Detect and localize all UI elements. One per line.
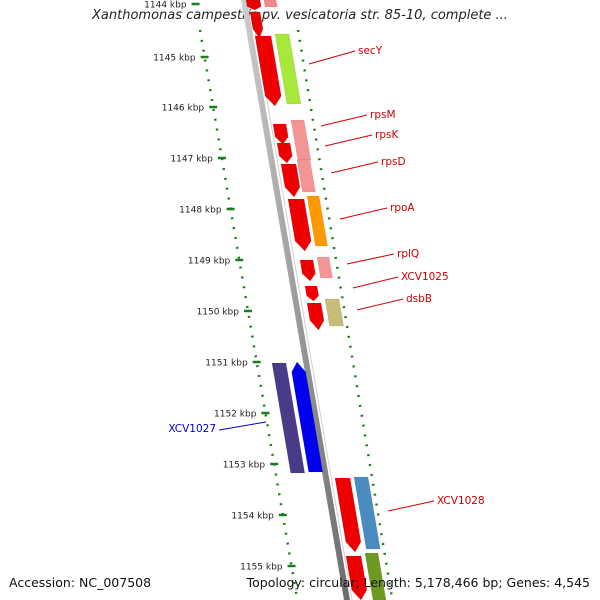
gene-arrow-rpsm[interactable]	[272, 123, 289, 145]
gene-arrow-xcv1025[interactable]	[304, 285, 319, 302]
gene-arrow-secy-red[interactable]	[254, 35, 282, 107]
ruler-tick-label: 1145 kbp	[153, 54, 196, 64]
ruler-tick-label: 1151 kbp	[205, 359, 248, 369]
ruler-tick-label: 1153 kbp	[223, 461, 266, 471]
gene-label-leader	[346, 253, 395, 265]
gene-label[interactable]: XCV1027	[168, 423, 216, 435]
ruler-tick-label: 1144 kbp	[144, 1, 187, 11]
backbone-bar	[241, 0, 350, 600]
gene-arrow-xcv1027-blue[interactable]	[291, 361, 324, 473]
ruler-tick-label: 1146 kbp	[162, 104, 205, 114]
ruler-tick-label: 1154 kbp	[231, 512, 274, 522]
gene-arrow-small[interactable]	[249, 11, 264, 39]
gene-block-rplq[interactable]	[316, 256, 333, 279]
gene-label[interactable]: rpsM	[370, 109, 396, 121]
gene-block-partial-top[interactable]	[263, 0, 278, 8]
gene-arrow-dsbb-red[interactable]	[306, 302, 325, 331]
gene-label-leader	[330, 161, 379, 174]
gene-arrow-rpsd[interactable]	[280, 163, 301, 198]
gene-label[interactable]: rpoA	[390, 202, 415, 214]
gene-label[interactable]: rplQ	[397, 248, 419, 260]
gene-block-rpoa[interactable]	[306, 195, 328, 247]
gene-label-leader	[308, 50, 356, 65]
gene-label-leader	[324, 134, 373, 147]
gene-block-partial-bottom[interactable]	[364, 552, 387, 600]
accession-label: Accession: NC_007508	[9, 575, 152, 590]
gene-arrow-partial-bottom[interactable]	[345, 555, 368, 600]
ruler-tick-label: 1155 kbp	[240, 563, 283, 573]
gene-label[interactable]: XCV1025	[401, 271, 449, 283]
gene-label-leader	[387, 500, 435, 512]
gene-label-leader	[339, 207, 388, 220]
gene-label-leader	[218, 421, 267, 431]
ruler-tick-label: 1150 kbp	[197, 308, 240, 318]
gene-label[interactable]: secY	[358, 45, 383, 57]
gene-arrow-partial-top[interactable]	[245, 0, 262, 11]
inner-guide-line	[249, 0, 353, 600]
ruler-tick-label: 1147 kbp	[170, 155, 213, 165]
map-title: Xanthomonas campestris pv. vesicatoria s…	[92, 8, 508, 23]
gene-block-rpsm-rpsk[interactable]	[290, 119, 312, 161]
gene-arrow-rplq-red[interactable]	[299, 259, 316, 282]
gene-label[interactable]: rpsK	[375, 129, 399, 141]
gene-label[interactable]: rpsD	[381, 156, 406, 168]
gene-block-dsbb[interactable]	[324, 298, 344, 327]
gene-block-xcv1027[interactable]	[271, 362, 306, 474]
gene-arrow-xcv1028-red[interactable]	[334, 477, 362, 553]
topology-info: Topology: circular; Length: 5,178,466 bp…	[246, 575, 590, 590]
gene-arrow-rpoa-red[interactable]	[287, 198, 312, 252]
gene-block-secy[interactable]	[274, 33, 302, 105]
ruler-tick-label: 1149 kbp	[188, 257, 231, 267]
gene-label[interactable]: dsbB	[406, 293, 432, 305]
ruler-dotted-line	[198, 29, 299, 599]
gene-label-leader	[352, 276, 399, 289]
gene-label-leader	[356, 298, 404, 311]
ruler-tick-label: 1152 kbp	[214, 410, 257, 420]
gene-block-rpsd[interactable]	[296, 159, 316, 193]
ruler-tick-label: 1148 kbp	[179, 206, 222, 216]
gene-block-xcv1028[interactable]	[353, 476, 381, 550]
gene-label[interactable]: XCV1028	[437, 495, 485, 507]
gene-label-leader	[320, 114, 368, 127]
gene-arrow-rpsk[interactable]	[276, 142, 293, 164]
